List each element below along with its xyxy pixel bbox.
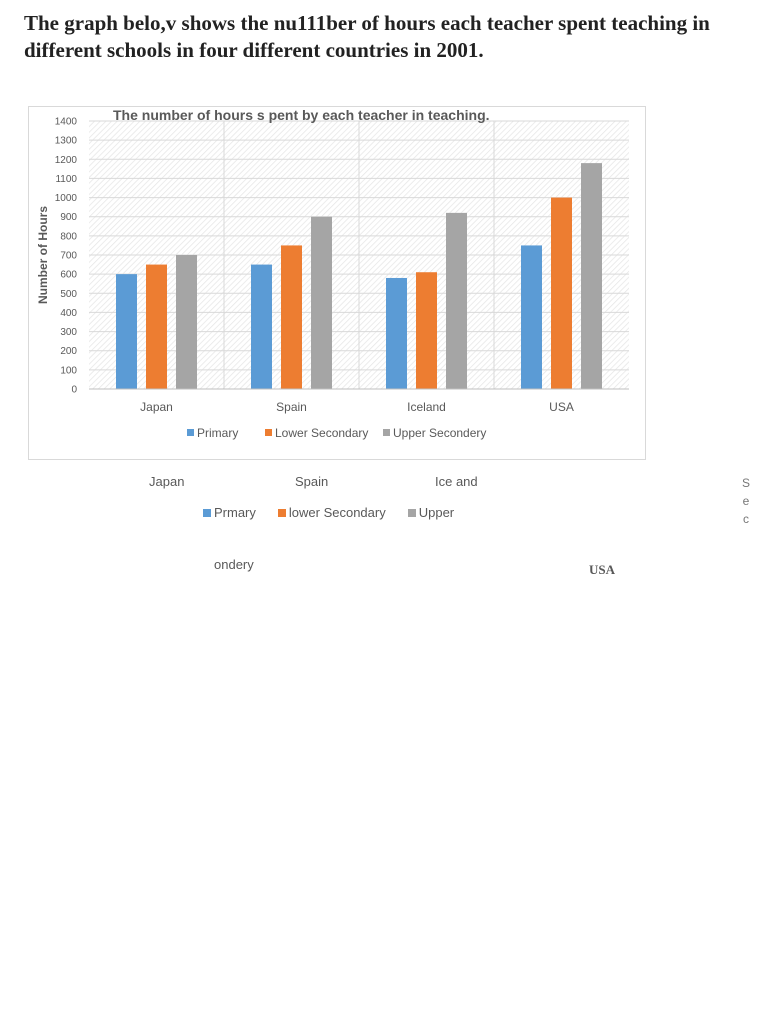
x-tick-label: Japan xyxy=(140,400,173,414)
stray-legend: Prmary lower Secondary Upper xyxy=(203,505,454,520)
y-tick-label: 400 xyxy=(60,308,77,319)
chart-frame: 0 100 200 300 400 500 600 700 800 900 1000 1100 1200… xyxy=(28,106,646,460)
bar-primary xyxy=(251,264,272,389)
stray-vertical-char: S xyxy=(741,476,750,490)
legend-swatch-icon xyxy=(383,429,390,436)
bar-primary xyxy=(521,245,542,389)
legend-swatch-icon xyxy=(187,429,194,436)
y-axis-label: Number of Hours xyxy=(36,206,50,304)
y-tick-label: 0 xyxy=(71,385,77,396)
bar-lower-secondary xyxy=(416,272,437,389)
y-tick-label: 1000 xyxy=(55,193,78,204)
legend-label: Primary xyxy=(197,426,238,440)
bar-lower-secondary xyxy=(551,197,572,389)
stray-label-usa: USA xyxy=(589,562,616,577)
y-tick-label: 1400 xyxy=(55,117,78,128)
stray-legend-item-primary: Prmary xyxy=(203,505,256,520)
y-tick-label: 1300 xyxy=(55,136,78,147)
stray-legend-label: Prmary xyxy=(214,505,256,520)
bar-upper-secondery xyxy=(176,255,197,389)
y-tick-label: 500 xyxy=(60,289,77,300)
stray-legend-item-lower: lower Secondary xyxy=(277,505,386,520)
bar-chart: 0 100 200 300 400 500 600 700 800 900 1000 1100 1200… xyxy=(36,117,629,440)
stray-legend-label: lower Secondary xyxy=(288,505,386,520)
y-tick-label: 900 xyxy=(60,212,77,223)
legend-label: Upper Secondery xyxy=(393,426,486,440)
y-tick-label: 100 xyxy=(60,365,77,376)
stray-label-spain: Spain xyxy=(295,474,329,489)
stray-label-iceland: Ice and xyxy=(435,474,478,489)
legend-swatch-icon xyxy=(265,429,272,436)
stray-text-ondery: ondery xyxy=(214,557,254,572)
bar-lower-secondary xyxy=(281,245,302,389)
legend-swatch-icon xyxy=(277,508,286,517)
bar-lower-secondary xyxy=(146,264,167,389)
bar-upper-secondery xyxy=(446,212,467,389)
page-heading: The graph belo,v shows the nu111ber of h… xyxy=(24,11,710,62)
bar-primary xyxy=(116,274,137,389)
y-tick-label: 1200 xyxy=(55,155,78,166)
x-tick-label: Iceland xyxy=(407,400,446,414)
legend-swatch-icon xyxy=(203,508,211,517)
y-tick-label: 800 xyxy=(60,231,77,242)
stray-vertical-char: e xyxy=(742,494,750,508)
stray-vertical-text: S e c xyxy=(741,474,751,528)
x-tick-label: Spain xyxy=(276,400,307,414)
stray-legend-label: Upper xyxy=(418,505,455,520)
bar-primary xyxy=(386,277,407,389)
y-tick-label: 700 xyxy=(60,251,77,262)
y-tick-label: 200 xyxy=(60,346,77,357)
chart-title: The number of hours s pent by each teach… xyxy=(113,107,490,123)
stray-label-japan: Japan xyxy=(149,474,185,489)
y-tick-label: 1100 xyxy=(55,174,77,185)
stray-legend-item-upper: Upper xyxy=(407,505,455,520)
x-tick-label: USA xyxy=(549,400,574,414)
y-tick-label: 300 xyxy=(60,327,77,338)
bar-upper-secondery xyxy=(311,216,332,389)
legend-swatch-icon xyxy=(407,508,416,517)
bar-upper-secondery xyxy=(581,163,602,389)
y-tick-label: 600 xyxy=(60,270,77,281)
stray-vertical-char: c xyxy=(743,512,749,526)
legend-label: Lower Secondary xyxy=(275,426,368,440)
